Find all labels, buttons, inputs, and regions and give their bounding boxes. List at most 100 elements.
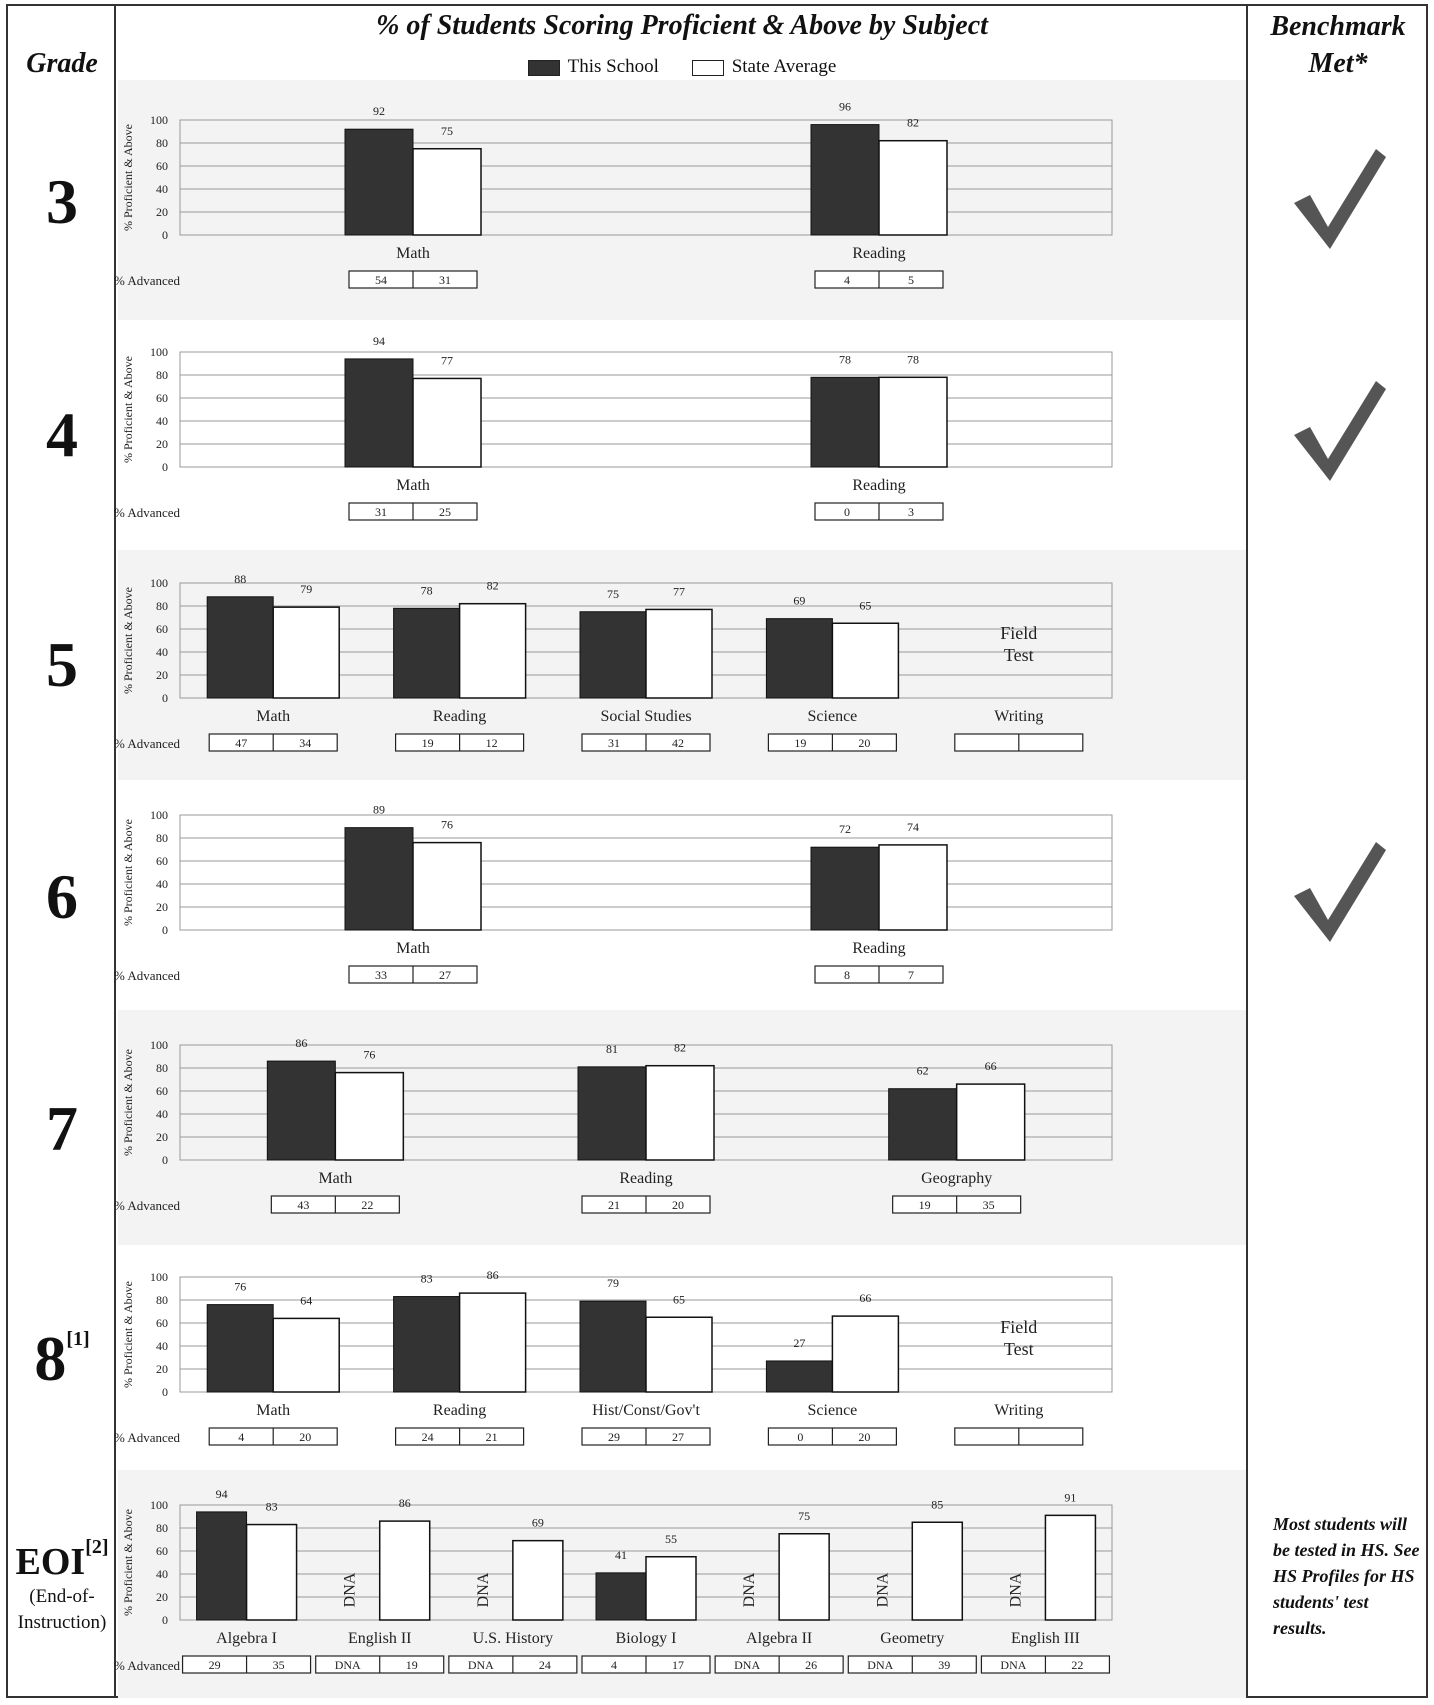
bar-state-math xyxy=(412,148,482,236)
ytick-5: 100 xyxy=(150,576,168,590)
bar-state-reading xyxy=(458,602,527,699)
ytick-8: 100 xyxy=(150,1270,168,1284)
ytick-4: 60 xyxy=(156,391,168,405)
field-test-5: Field xyxy=(1000,623,1037,643)
grade-3-chart: % Proficient & Above 100 80 60 40 20 0 % Advanc… xyxy=(114,100,1113,289)
category-math: Math xyxy=(318,1170,352,1187)
advanced-state-geography: 35 xyxy=(983,1198,995,1212)
dna-label-english-ii: DNA xyxy=(342,1572,359,1607)
value-school-reading: 72 xyxy=(839,822,851,836)
value-school-reading: 83 xyxy=(421,1272,433,1286)
eoi-label: EOI[2] (End-of- Instruction) xyxy=(10,1536,114,1636)
value-school-math: 92 xyxy=(373,104,385,118)
value-school-hist-const-gov-t: 79 xyxy=(607,1276,619,1290)
benchmark-column-divider xyxy=(1246,4,1248,1698)
eoi-footnote-marker: [2] xyxy=(85,1536,109,1558)
advanced-state-math: 20 xyxy=(299,1430,311,1444)
value-school-biology-i: 41 xyxy=(615,1548,627,1562)
category-reading: Reading xyxy=(619,1170,672,1187)
ytick-eoi: 100 xyxy=(150,1498,168,1512)
legend: This School State Average xyxy=(117,56,1247,78)
ylabel-6: % Proficient & Above xyxy=(121,819,135,926)
advanced-school-u-s-history: DNA xyxy=(468,1658,494,1672)
advanced-school-reading: 0 xyxy=(844,505,850,519)
ytick-4: 100 xyxy=(150,345,168,359)
bar-state-math xyxy=(412,377,482,468)
grade-6-check-icon xyxy=(1294,842,1386,942)
value-state-reading: 78 xyxy=(907,352,919,366)
bar-state-u-s-history xyxy=(512,1539,564,1621)
category-math: Math xyxy=(396,477,430,494)
advanced-state-reading: 5 xyxy=(908,273,914,287)
grade-8-footnote-marker: [1] xyxy=(66,1328,90,1350)
advanced-school-algebra-ii: DNA xyxy=(734,1658,760,1672)
advanced-school-biology-i: 4 xyxy=(611,1658,617,1672)
value-school-science: 69 xyxy=(793,594,805,608)
eoi-subtitle-1: (End-of- xyxy=(29,1586,95,1607)
bar-state-math xyxy=(334,1071,405,1161)
bar-state-hist-const-gov-t xyxy=(645,1316,713,1393)
bar-school-reading xyxy=(810,376,880,468)
advanced-state-u-s-history: 24 xyxy=(539,1658,551,1672)
bar-state-algebra-ii xyxy=(778,1533,830,1621)
ytick-6: 100 xyxy=(150,808,168,822)
plot-frame-4 xyxy=(179,351,1113,468)
ytick-3: 60 xyxy=(156,159,168,173)
advanced-state-algebra-i: 35 xyxy=(273,1658,285,1672)
advanced-state-english-iii: 22 xyxy=(1071,1658,1083,1672)
advanced-state-math: 31 xyxy=(439,273,451,287)
grade-5-chart: % Proficient & Above 100 80 60 40 20 0 % Advanc… xyxy=(114,572,1113,752)
value-state-science: 65 xyxy=(859,598,871,612)
value-school-reading: 78 xyxy=(839,352,851,366)
value-state-social-studies: 77 xyxy=(673,584,685,598)
bar-state-math xyxy=(272,1317,340,1393)
advanced-state-math: 22 xyxy=(361,1198,373,1212)
ytick-3: 80 xyxy=(156,136,168,150)
value-school-math: 89 xyxy=(373,803,385,817)
bar-school-reading xyxy=(393,607,461,699)
advanced-school-hist-const-gov-t: 29 xyxy=(608,1430,620,1444)
category-u-s-history: U.S. History xyxy=(473,1630,553,1647)
advanced-state-reading: 12 xyxy=(486,736,498,750)
eoi-subtitle-2: Instruction) xyxy=(17,1612,107,1633)
advanced-state-social-studies: 42 xyxy=(672,736,684,750)
bar-school-reading xyxy=(810,846,880,931)
advanced-label-3: % Advanced xyxy=(114,273,181,288)
bar-state-english-iii xyxy=(1044,1514,1097,1621)
category-reading: Reading xyxy=(852,245,905,262)
value-school-math: 86 xyxy=(295,1036,307,1050)
bar-school-math xyxy=(206,1304,274,1393)
grade-7-label: 7 xyxy=(46,1093,78,1164)
ytick-7: 60 xyxy=(156,1084,168,1098)
advanced-state-reading: 20 xyxy=(672,1198,684,1212)
advanced-label-eoi: % Advanced xyxy=(114,1658,181,1673)
value-state-math: 76 xyxy=(441,818,453,832)
ytick-5: 80 xyxy=(156,599,168,613)
ytick-5: 0 xyxy=(162,691,168,705)
ytick-6: 0 xyxy=(162,923,168,937)
value-state-math: 77 xyxy=(441,353,453,367)
advanced-state-algebra-ii: 26 xyxy=(805,1658,817,1672)
ylabel-5: % Proficient & Above xyxy=(121,587,135,694)
advanced-school-algebra-i: 29 xyxy=(209,1658,221,1672)
category-geometry: Geometry xyxy=(880,1630,944,1647)
ytick-3: 0 xyxy=(162,228,168,242)
ytick-6: 20 xyxy=(156,900,168,914)
bar-state-reading xyxy=(878,139,948,236)
bar-school-math xyxy=(206,596,274,699)
bar-school-reading xyxy=(577,1066,647,1161)
advanced-school-english-iii: DNA xyxy=(1000,1658,1026,1672)
benchmark-column-header: Benchmark Met* xyxy=(1270,11,1406,79)
value-school-algebra-i: 94 xyxy=(216,1487,228,1501)
category-algebra-i: Algebra I xyxy=(216,1630,277,1647)
value-state-math: 79 xyxy=(300,582,312,596)
advanced-school-math: 54 xyxy=(375,273,387,287)
value-school-math: 88 xyxy=(234,572,246,586)
field-test-5: Test xyxy=(1004,645,1034,665)
advanced-state-science: 20 xyxy=(858,736,870,750)
category-science: Science xyxy=(808,708,858,725)
value-state-reading: 82 xyxy=(674,1041,686,1055)
bar-school-math xyxy=(344,358,414,468)
value-school-math: 94 xyxy=(373,334,385,348)
ytick-3: 100 xyxy=(150,113,168,127)
